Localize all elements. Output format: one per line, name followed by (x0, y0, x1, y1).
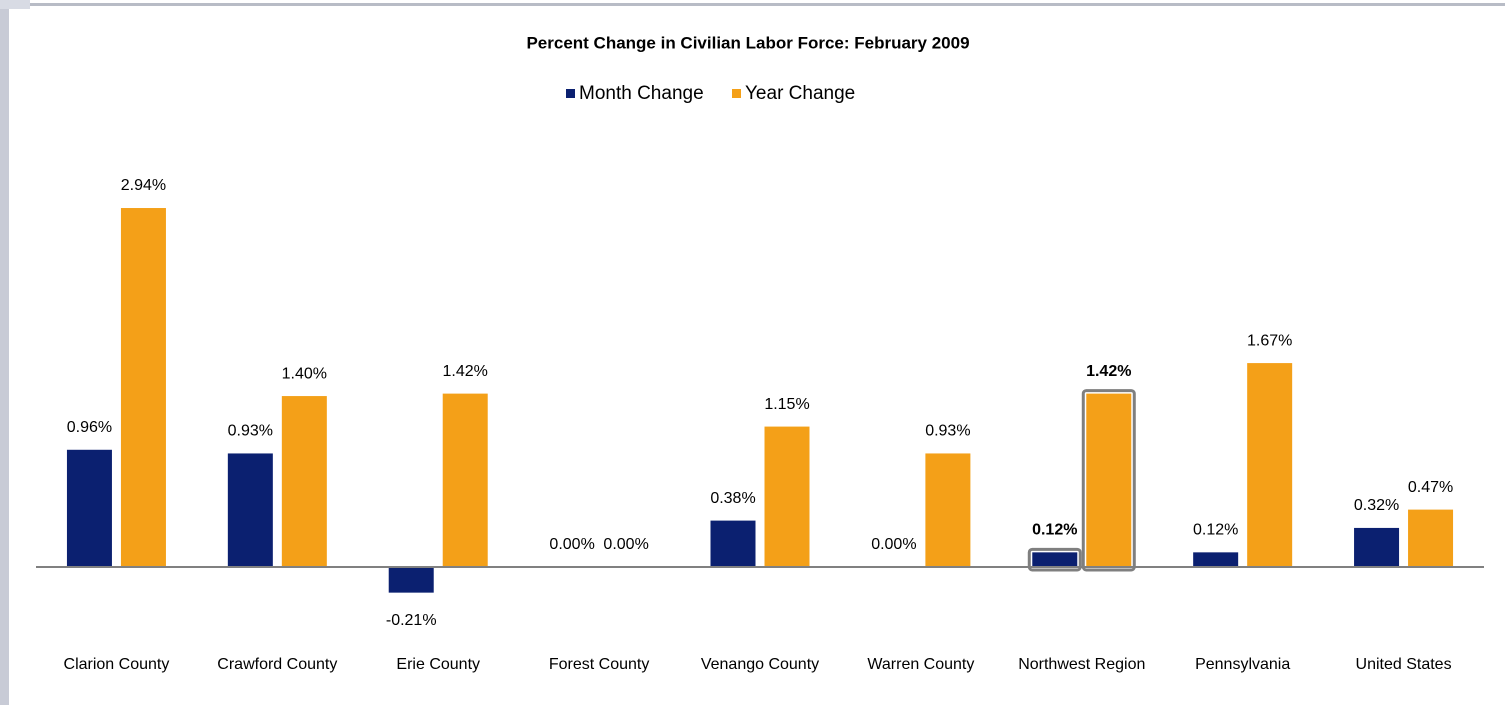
bar (66, 449, 112, 567)
highlight-box (1027, 547, 1082, 572)
x-tick-label: Crawford County (217, 656, 337, 673)
value-label: 0.00% (549, 536, 594, 553)
bar (442, 393, 488, 567)
value-label: 1.40% (282, 365, 327, 382)
value-label: 0.93% (228, 423, 273, 440)
value-label: -0.21% (386, 612, 437, 629)
legend-swatch (566, 89, 575, 98)
x-tick-label: Pennsylvania (1195, 656, 1290, 673)
bar (925, 453, 971, 567)
legend-swatch (732, 89, 741, 98)
x-tick-label: United States (1356, 656, 1452, 673)
value-label: 1.67% (1247, 332, 1292, 349)
x-tick-label: Erie County (396, 656, 480, 673)
value-label: 0.32% (1354, 497, 1399, 514)
value-label: 0.00% (603, 536, 648, 553)
bar (227, 453, 273, 567)
value-label: 0.00% (871, 536, 916, 553)
value-label: 0.47% (1408, 479, 1453, 496)
bar (120, 208, 166, 567)
legend-label: Year Change (745, 83, 855, 104)
value-label: 0.96% (67, 419, 112, 436)
value-label: 0.12% (1193, 522, 1238, 539)
bar (1354, 527, 1400, 567)
bar (388, 567, 434, 593)
value-label: 0.93% (925, 423, 970, 440)
x-tick-label: Warren County (867, 656, 974, 673)
bar (1032, 552, 1078, 567)
bar (281, 396, 327, 567)
value-label: 1.42% (1086, 363, 1131, 380)
bar (764, 426, 810, 567)
bar (710, 520, 756, 567)
corner-block (0, 0, 30, 9)
value-label: 0.38% (710, 490, 755, 507)
value-label: 0.12% (1032, 522, 1077, 539)
bar (1086, 393, 1132, 567)
top-border (30, 3, 1505, 6)
bar (1193, 552, 1239, 567)
left-border (0, 0, 9, 705)
legend-label: Month Change (579, 83, 704, 104)
x-tick-label: Venango County (701, 656, 819, 673)
bar (1247, 363, 1293, 567)
x-tick-label: Forest County (549, 656, 649, 673)
value-label: 1.15% (764, 396, 809, 413)
x-tick-label: Clarion County (64, 656, 170, 673)
bar (1408, 509, 1454, 567)
x-tick-label: Northwest Region (1018, 656, 1145, 673)
value-label: 1.42% (443, 363, 488, 380)
highlight-box (1081, 389, 1136, 572)
chart-title: Percent Change in Civilian Labor Force: … (526, 33, 969, 52)
value-label: 2.94% (121, 177, 166, 194)
